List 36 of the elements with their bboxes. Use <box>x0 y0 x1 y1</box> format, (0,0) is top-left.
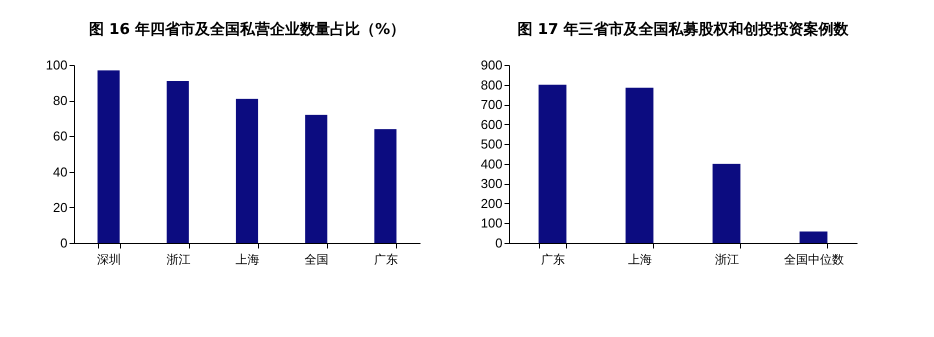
x-tick-label: 浙江 <box>715 252 739 266</box>
y-tick-label: 200 <box>480 196 502 211</box>
x-tick-label: 广东 <box>541 252 565 266</box>
y-tick-label: 700 <box>480 97 502 112</box>
bar <box>538 84 566 243</box>
y-tick-label: 100 <box>46 58 68 72</box>
x-tick-label: 广东 <box>374 252 398 266</box>
bar <box>800 232 828 243</box>
y-tick-label: 60 <box>53 128 68 144</box>
y-tick-label: 80 <box>53 93 68 108</box>
y-tick-label: 400 <box>480 156 502 172</box>
y-tick-label: 0 <box>60 236 68 250</box>
bar <box>166 81 189 243</box>
x-tick-label: 深圳 <box>97 252 122 266</box>
x-tick-label: 全国 <box>304 252 329 266</box>
y-tick-label: 600 <box>480 116 502 132</box>
y-tick-label: 800 <box>480 77 502 92</box>
x-tick-label: 上海 <box>628 252 652 266</box>
y-tick-label: 40 <box>53 164 68 180</box>
chart-title: 图 16 年四省市及全国私营企业数量占比（%） <box>88 20 406 38</box>
y-tick-label: 500 <box>480 136 502 152</box>
y-tick-label: 100 <box>480 216 502 231</box>
bar <box>305 114 328 243</box>
bar <box>374 129 396 243</box>
bar <box>712 164 740 243</box>
chart-title: 图 17 年三省市及全国私募股权和创投投资案例数 <box>517 20 850 38</box>
bar <box>98 70 120 243</box>
y-tick-label: 0 <box>495 236 502 250</box>
y-tick-label: 20 <box>53 200 68 215</box>
y-tick-label: 300 <box>480 176 502 192</box>
x-tick-label: 上海 <box>236 252 260 266</box>
x-tick-label: 全国中位数 <box>784 252 844 266</box>
y-tick-label: 900 <box>480 58 502 72</box>
x-tick-label: 浙江 <box>166 252 190 266</box>
bar <box>236 98 258 243</box>
bar <box>626 88 654 243</box>
